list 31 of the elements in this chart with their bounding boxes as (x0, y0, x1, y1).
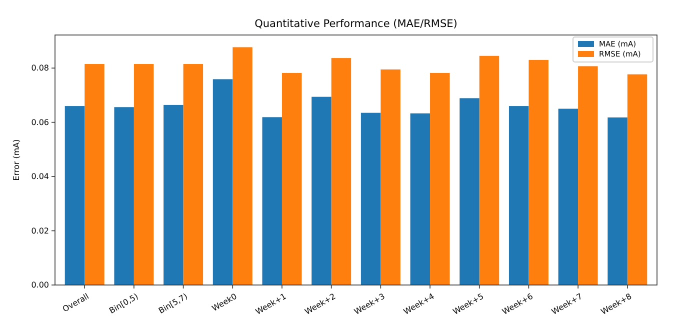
bar (558, 108, 578, 285)
bar (460, 98, 480, 285)
bar (134, 64, 154, 285)
chart-title: Quantitative Performance (MAE/RMSE) (254, 18, 458, 30)
y-tick-label: 0.00 (31, 280, 49, 290)
bar (164, 104, 184, 285)
bar (282, 72, 302, 285)
bar (212, 79, 233, 285)
bar (380, 69, 400, 285)
bar (528, 60, 548, 285)
y-tick-label: 0.02 (31, 226, 49, 236)
bar (578, 66, 598, 285)
bar (508, 106, 529, 285)
bar (479, 56, 500, 285)
bar (410, 113, 430, 285)
y-tick-label: 0.06 (31, 118, 49, 127)
y-tick-label: 0.04 (31, 172, 49, 182)
bar (114, 107, 134, 285)
bar (183, 64, 204, 285)
y-axis-title: Error (mA) (12, 139, 21, 181)
bar (360, 112, 381, 285)
bar (262, 117, 282, 285)
bar (430, 72, 450, 285)
bar (64, 106, 85, 285)
bar (312, 96, 332, 285)
y-tick-label: 0.08 (31, 64, 49, 73)
bar (331, 58, 352, 285)
bar (627, 74, 648, 285)
bar (608, 117, 628, 285)
bar (232, 47, 252, 285)
bar (84, 64, 104, 285)
